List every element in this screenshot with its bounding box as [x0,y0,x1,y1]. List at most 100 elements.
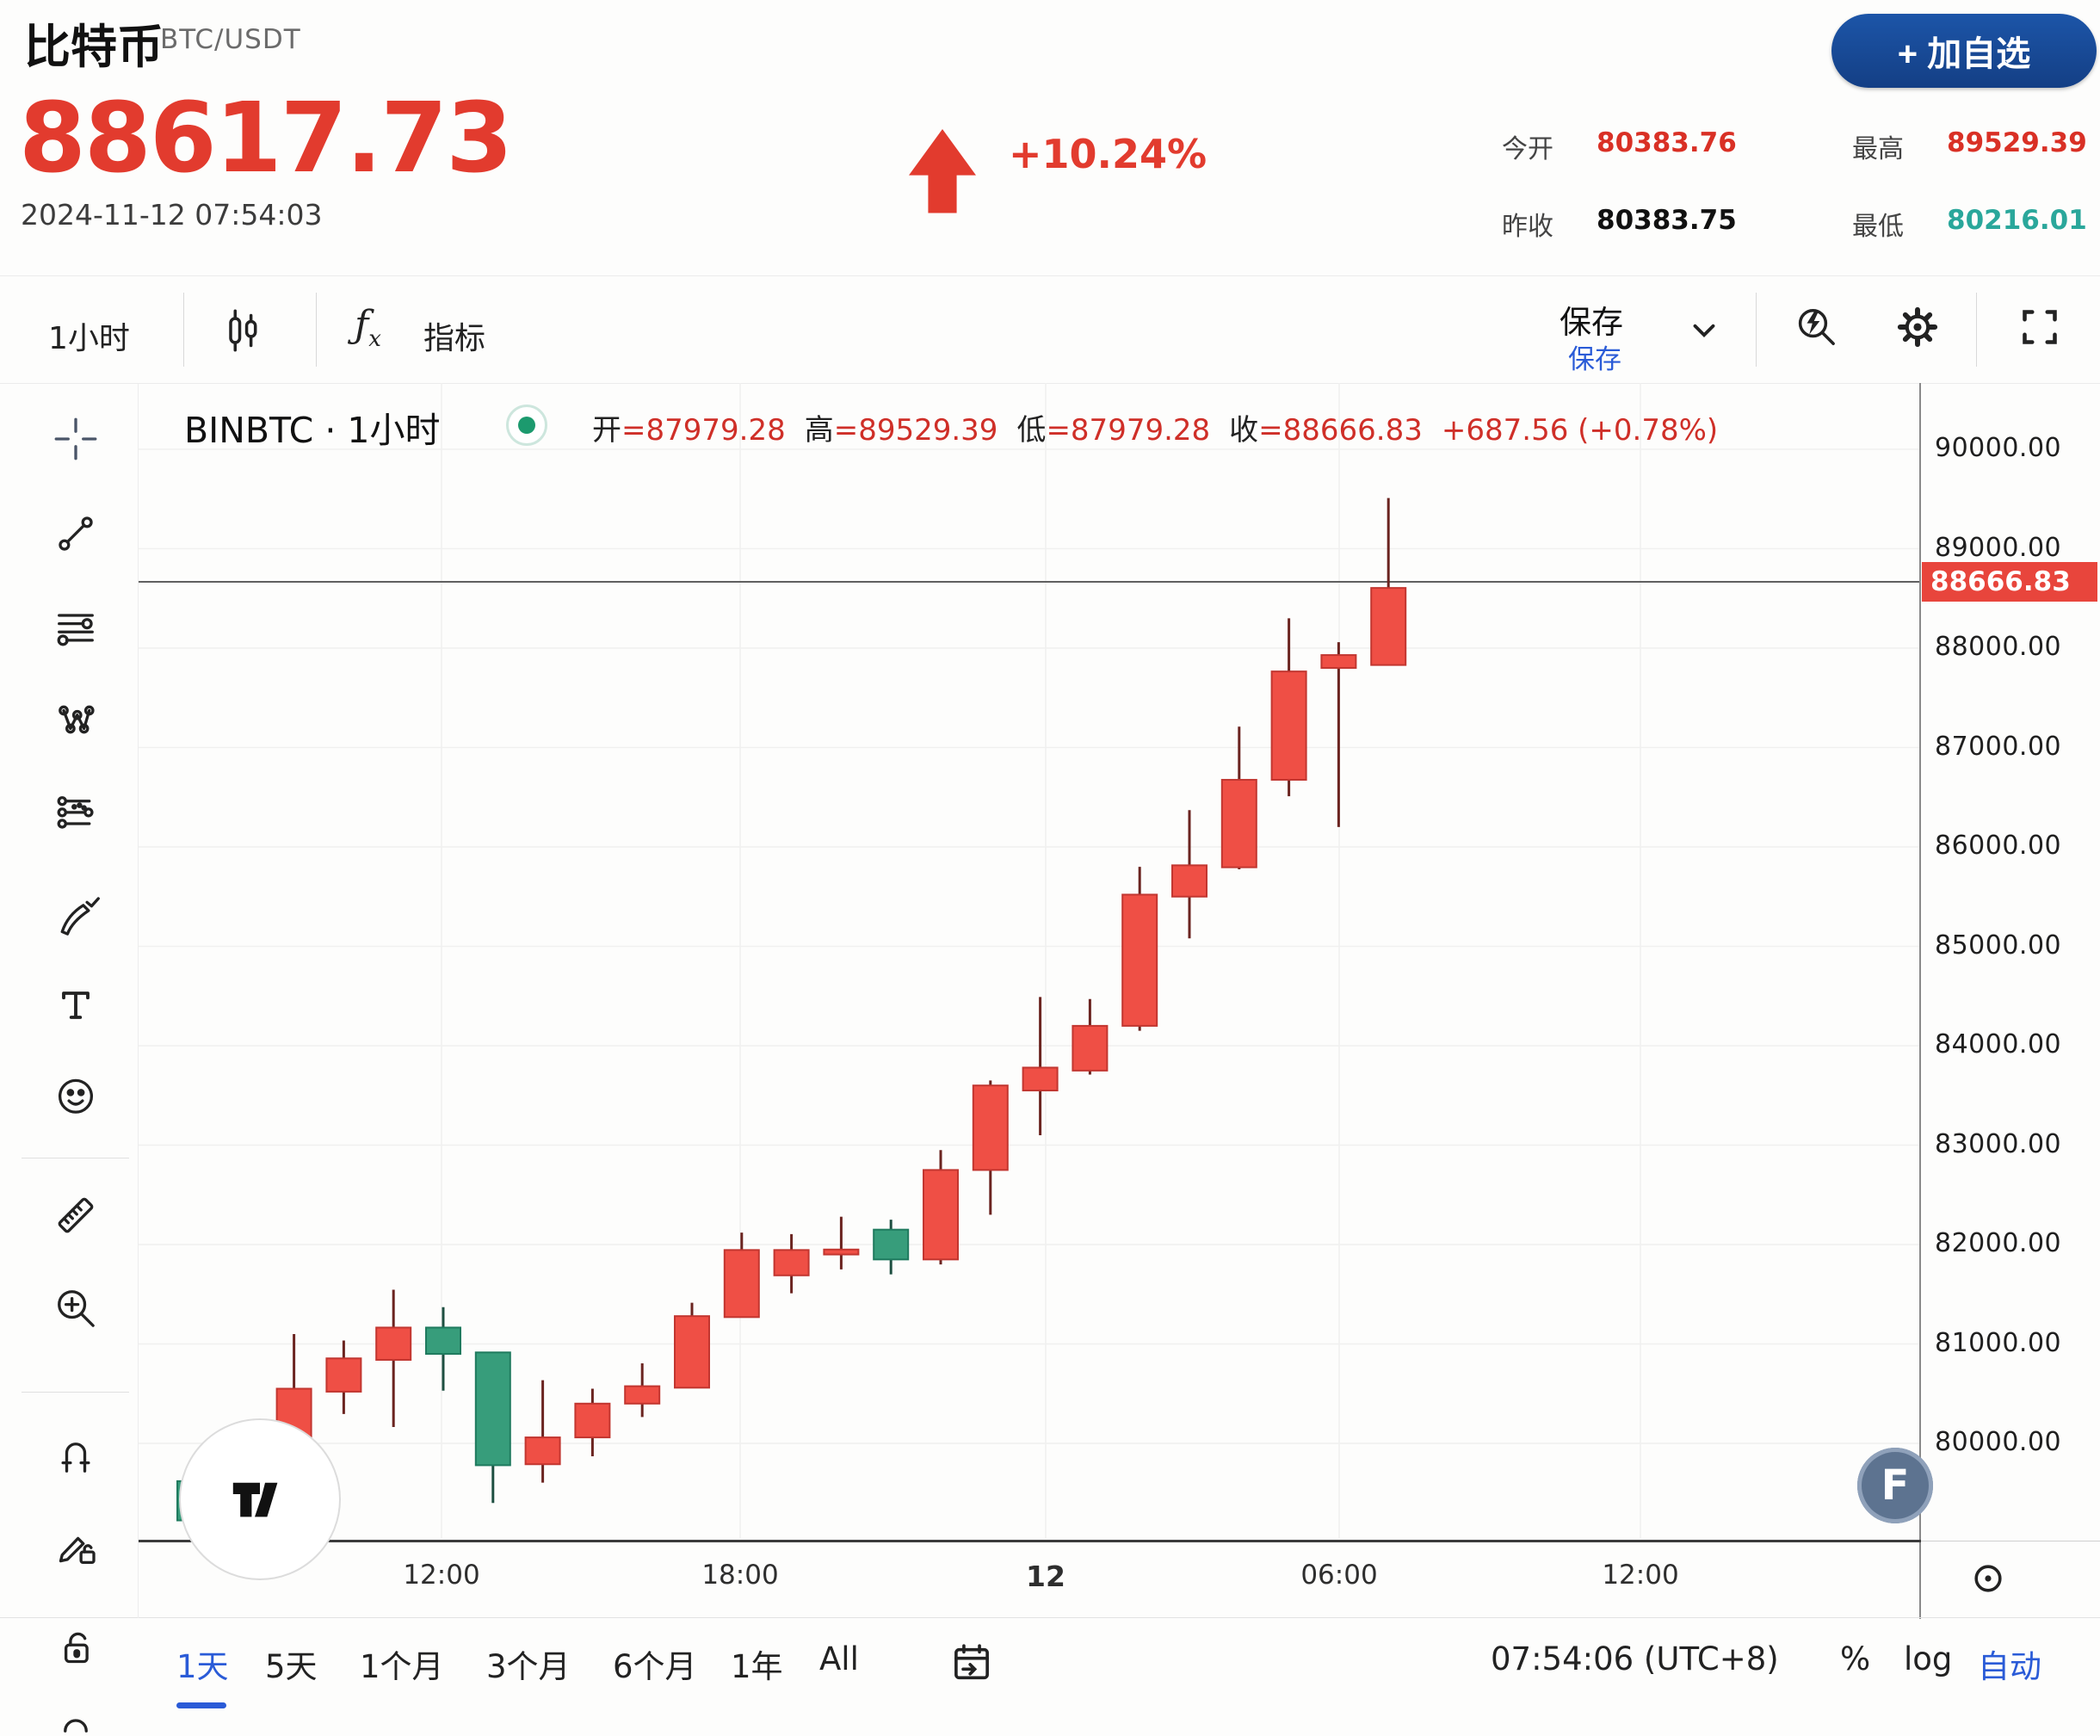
text-icon[interactable] [52,981,100,1029]
f-watermark-logo: F [1857,1448,1933,1523]
series-visibility-toggle[interactable] [506,405,547,446]
y-axis-tick: 86000.00 [1935,831,2062,861]
legend-ohlc-values: 开=87979.28 高=89529.39 低=87979.28 收=88666.83… [592,406,1718,448]
x-axis-tick[interactable]: 12:00 [403,1560,480,1591]
range-button-1天[interactable]: 1天 [176,1648,229,1685]
price-change-percent: +10.24% [1009,131,1208,177]
emoji-icon[interactable] [52,1071,100,1119]
candle [723,1249,760,1319]
candle [524,1436,561,1466]
candle [425,1326,461,1356]
time-axis-line [138,1540,1921,1542]
ohlc-label: 收 [1229,413,1259,448]
stat-label: 最低 [1852,212,1904,242]
price-up-arrow-icon [909,129,976,213]
candle [674,1315,710,1389]
symbol-name: 比特币 [24,20,164,74]
forecast-icon[interactable] [52,788,100,836]
y-axis-tick: 87000.00 [1935,731,2062,762]
candle [1320,654,1357,670]
candle-style-icon[interactable] [219,306,267,355]
settings-gear-icon[interactable] [1893,303,1942,351]
stat-label: 今开 [1502,134,1553,164]
trend-line-icon[interactable] [52,510,100,558]
indicators-button[interactable]: 指标 [423,321,486,356]
toolbar-divider [316,293,317,367]
candlestick-chart [138,383,1919,1541]
stat-value: 89529.39 [1947,127,2087,158]
stat-label: 最高 [1852,134,1904,164]
interval-button[interactable]: 1小时 [48,321,130,356]
y-axis-tick: 89000.00 [1935,532,2062,563]
percent-scale-button[interactable]: % [1840,1640,1871,1677]
ohlc-value: =87979.28 [621,413,786,448]
save-button[interactable]: 保存 [1560,304,1623,341]
range-button-1年[interactable]: 1年 [731,1648,783,1685]
x-axis-tick[interactable]: 18:00 [701,1560,779,1591]
lock-icon[interactable] [52,1622,100,1671]
y-axis-tick: 83000.00 [1935,1128,2062,1159]
zoom-in-icon[interactable] [52,1284,100,1332]
candle [325,1357,362,1393]
active-range-underline [176,1702,226,1708]
x-axis-tick[interactable]: 12:00 [1602,1560,1679,1591]
add-watchlist-button[interactable]: + 加自选 [1831,14,2097,88]
log-scale-button[interactable]: log [1904,1640,1953,1677]
y-axis-tick: 85000.00 [1935,930,2062,961]
x-axis-tick[interactable]: 12 [1026,1560,1065,1593]
fullscreen-icon[interactable] [2016,303,2064,351]
candle [375,1326,412,1361]
candle [1370,587,1407,666]
green-dot-icon [518,417,535,434]
candle [1121,893,1158,1027]
magnet-icon[interactable] [52,1430,100,1479]
range-button-All[interactable]: All [819,1640,859,1677]
candle [873,1228,910,1261]
y-axis-tick: 90000.00 [1935,433,2062,463]
ohlc-label: 低 [1016,413,1047,448]
crosshair-icon[interactable] [52,415,100,463]
range-button-6个月[interactable]: 6个月 [613,1648,697,1685]
toolbar-divider [1976,293,1977,367]
draw-lock-icon[interactable] [52,1523,100,1571]
sidebar-divider [22,1392,129,1393]
sidebar-separator [138,384,139,1618]
ohlc-value: =87979.28 [1046,413,1211,448]
go-to-date-calendar-icon[interactable] [947,1639,997,1689]
range-button-3个月[interactable]: 3个月 [486,1648,571,1685]
symbol-pair: BTC/USDT [160,24,301,55]
legend-series-title: BINBTC · 1小时 [184,410,441,451]
range-button-5天[interactable]: 5天 [265,1648,318,1685]
toolbar-divider [183,293,184,367]
candle [1022,1066,1059,1091]
xabcd-pattern-icon[interactable] [52,695,100,744]
quick-search-icon[interactable] [1792,303,1840,351]
last-price: 88617.73 [19,83,513,195]
fx-icon[interactable]: ƒx [355,303,381,352]
x-axis-tick[interactable]: 06:00 [1300,1560,1378,1591]
candle [624,1385,661,1405]
axis-target-icon[interactable] [1966,1556,2010,1601]
candle [1270,670,1307,782]
range-button-1个月[interactable]: 1个月 [360,1648,444,1685]
stat-label: 昨收 [1502,212,1553,242]
price-axis[interactable] [1919,383,1921,1619]
tradingview-logo[interactable] [179,1418,341,1580]
ohlc-label: 开 [592,413,621,448]
bar-change-value: +687.56 (+0.78%) [1441,413,1719,448]
auto-scale-button[interactable]: 自动 [1978,1648,2041,1685]
candle [1072,1024,1109,1072]
save-chevron-down-icon[interactable] [1680,306,1728,355]
brush-icon[interactable] [52,893,100,941]
quote-datetime: 2024-11-12 07:54:03 [21,198,323,232]
ohlc-value: =88666.83 [1258,413,1423,448]
candle [574,1402,611,1439]
clock-utc: 07:54:06 (UTC+8) [1491,1640,1779,1677]
ohlc-label: 高 [804,413,834,448]
y-axis-tick: 80000.00 [1935,1427,2062,1457]
ruler-icon[interactable] [52,1191,100,1239]
candle [1220,779,1257,868]
more-partial-icon[interactable] [52,1684,100,1733]
fib-retracement-icon[interactable] [52,603,100,652]
candle [923,1169,959,1261]
